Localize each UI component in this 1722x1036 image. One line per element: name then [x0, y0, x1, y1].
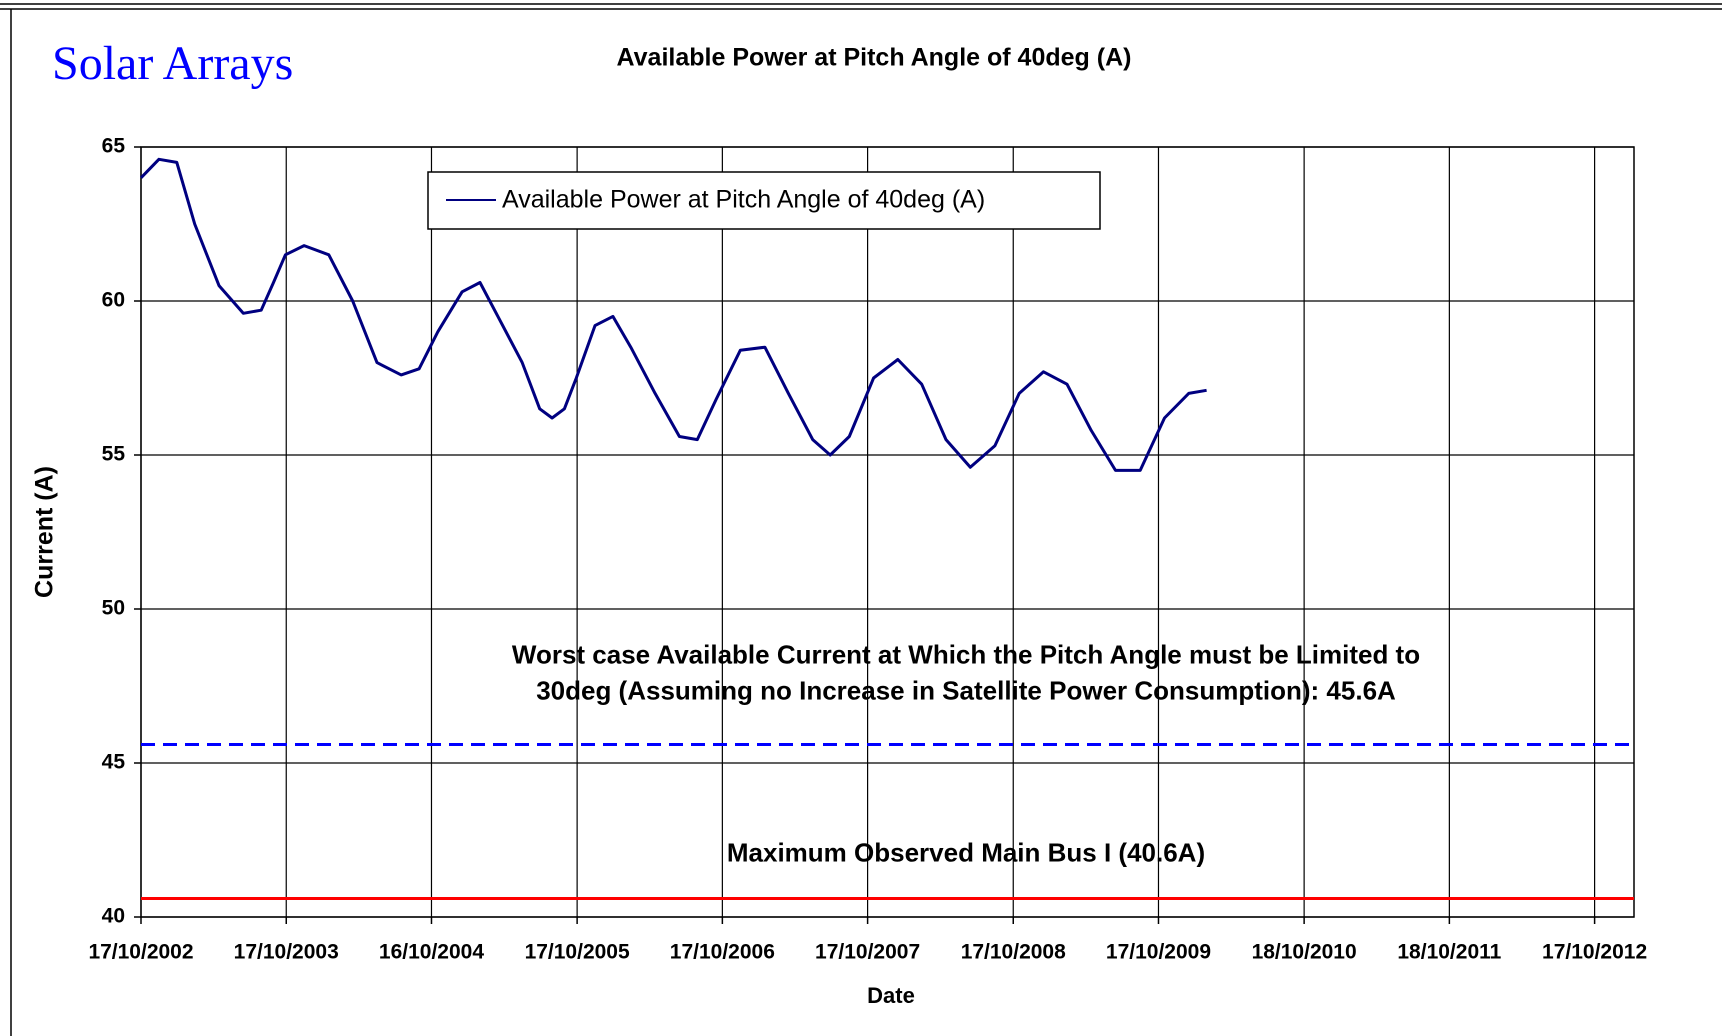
x-tick-label: 17/10/2003	[234, 941, 339, 964]
y-axis-label: Current (A)	[31, 466, 59, 598]
x-tick-label: 17/10/2005	[525, 941, 630, 964]
y-tick-label: 40	[102, 905, 125, 928]
chart-title: Available Power at Pitch Angle of 40deg …	[617, 44, 1132, 72]
x-tick-label: 16/10/2004	[379, 941, 484, 964]
x-tick-label: 18/10/2010	[1252, 941, 1357, 964]
x-tick-label: 17/10/2009	[1106, 941, 1211, 964]
annotation: Worst case Available Current at Which th…	[512, 639, 1420, 669]
y-tick-label: 55	[102, 443, 126, 466]
legend-box	[427, 171, 1101, 230]
y-tick-label: 65	[102, 135, 126, 158]
page-title: Solar Arrays	[52, 37, 293, 90]
y-tick-label: 50	[102, 597, 125, 620]
y-tick-label: 60	[102, 289, 125, 312]
x-tick-label: 17/10/2007	[815, 941, 920, 964]
x-tick-label: 17/10/2008	[961, 941, 1066, 964]
plot-area	[140, 146, 1635, 918]
annotation: Maximum Observed Main Bus I (40.6A)	[727, 837, 1205, 867]
x-tick-label: 17/10/2006	[670, 941, 775, 964]
x-tick-label: 17/10/2012	[1542, 941, 1647, 964]
series-line	[139, 157, 1207, 472]
x-tick-label: 17/10/2002	[88, 941, 193, 964]
y-tick-label: 45	[102, 751, 126, 774]
x-axis-label: Date	[867, 983, 915, 1008]
annotation: 30deg (Assuming no Increase in Satellite…	[536, 675, 1396, 705]
legend-label: Available Power at Pitch Angle of 40deg …	[502, 186, 985, 214]
x-tick-label: 18/10/2011	[1397, 941, 1501, 964]
